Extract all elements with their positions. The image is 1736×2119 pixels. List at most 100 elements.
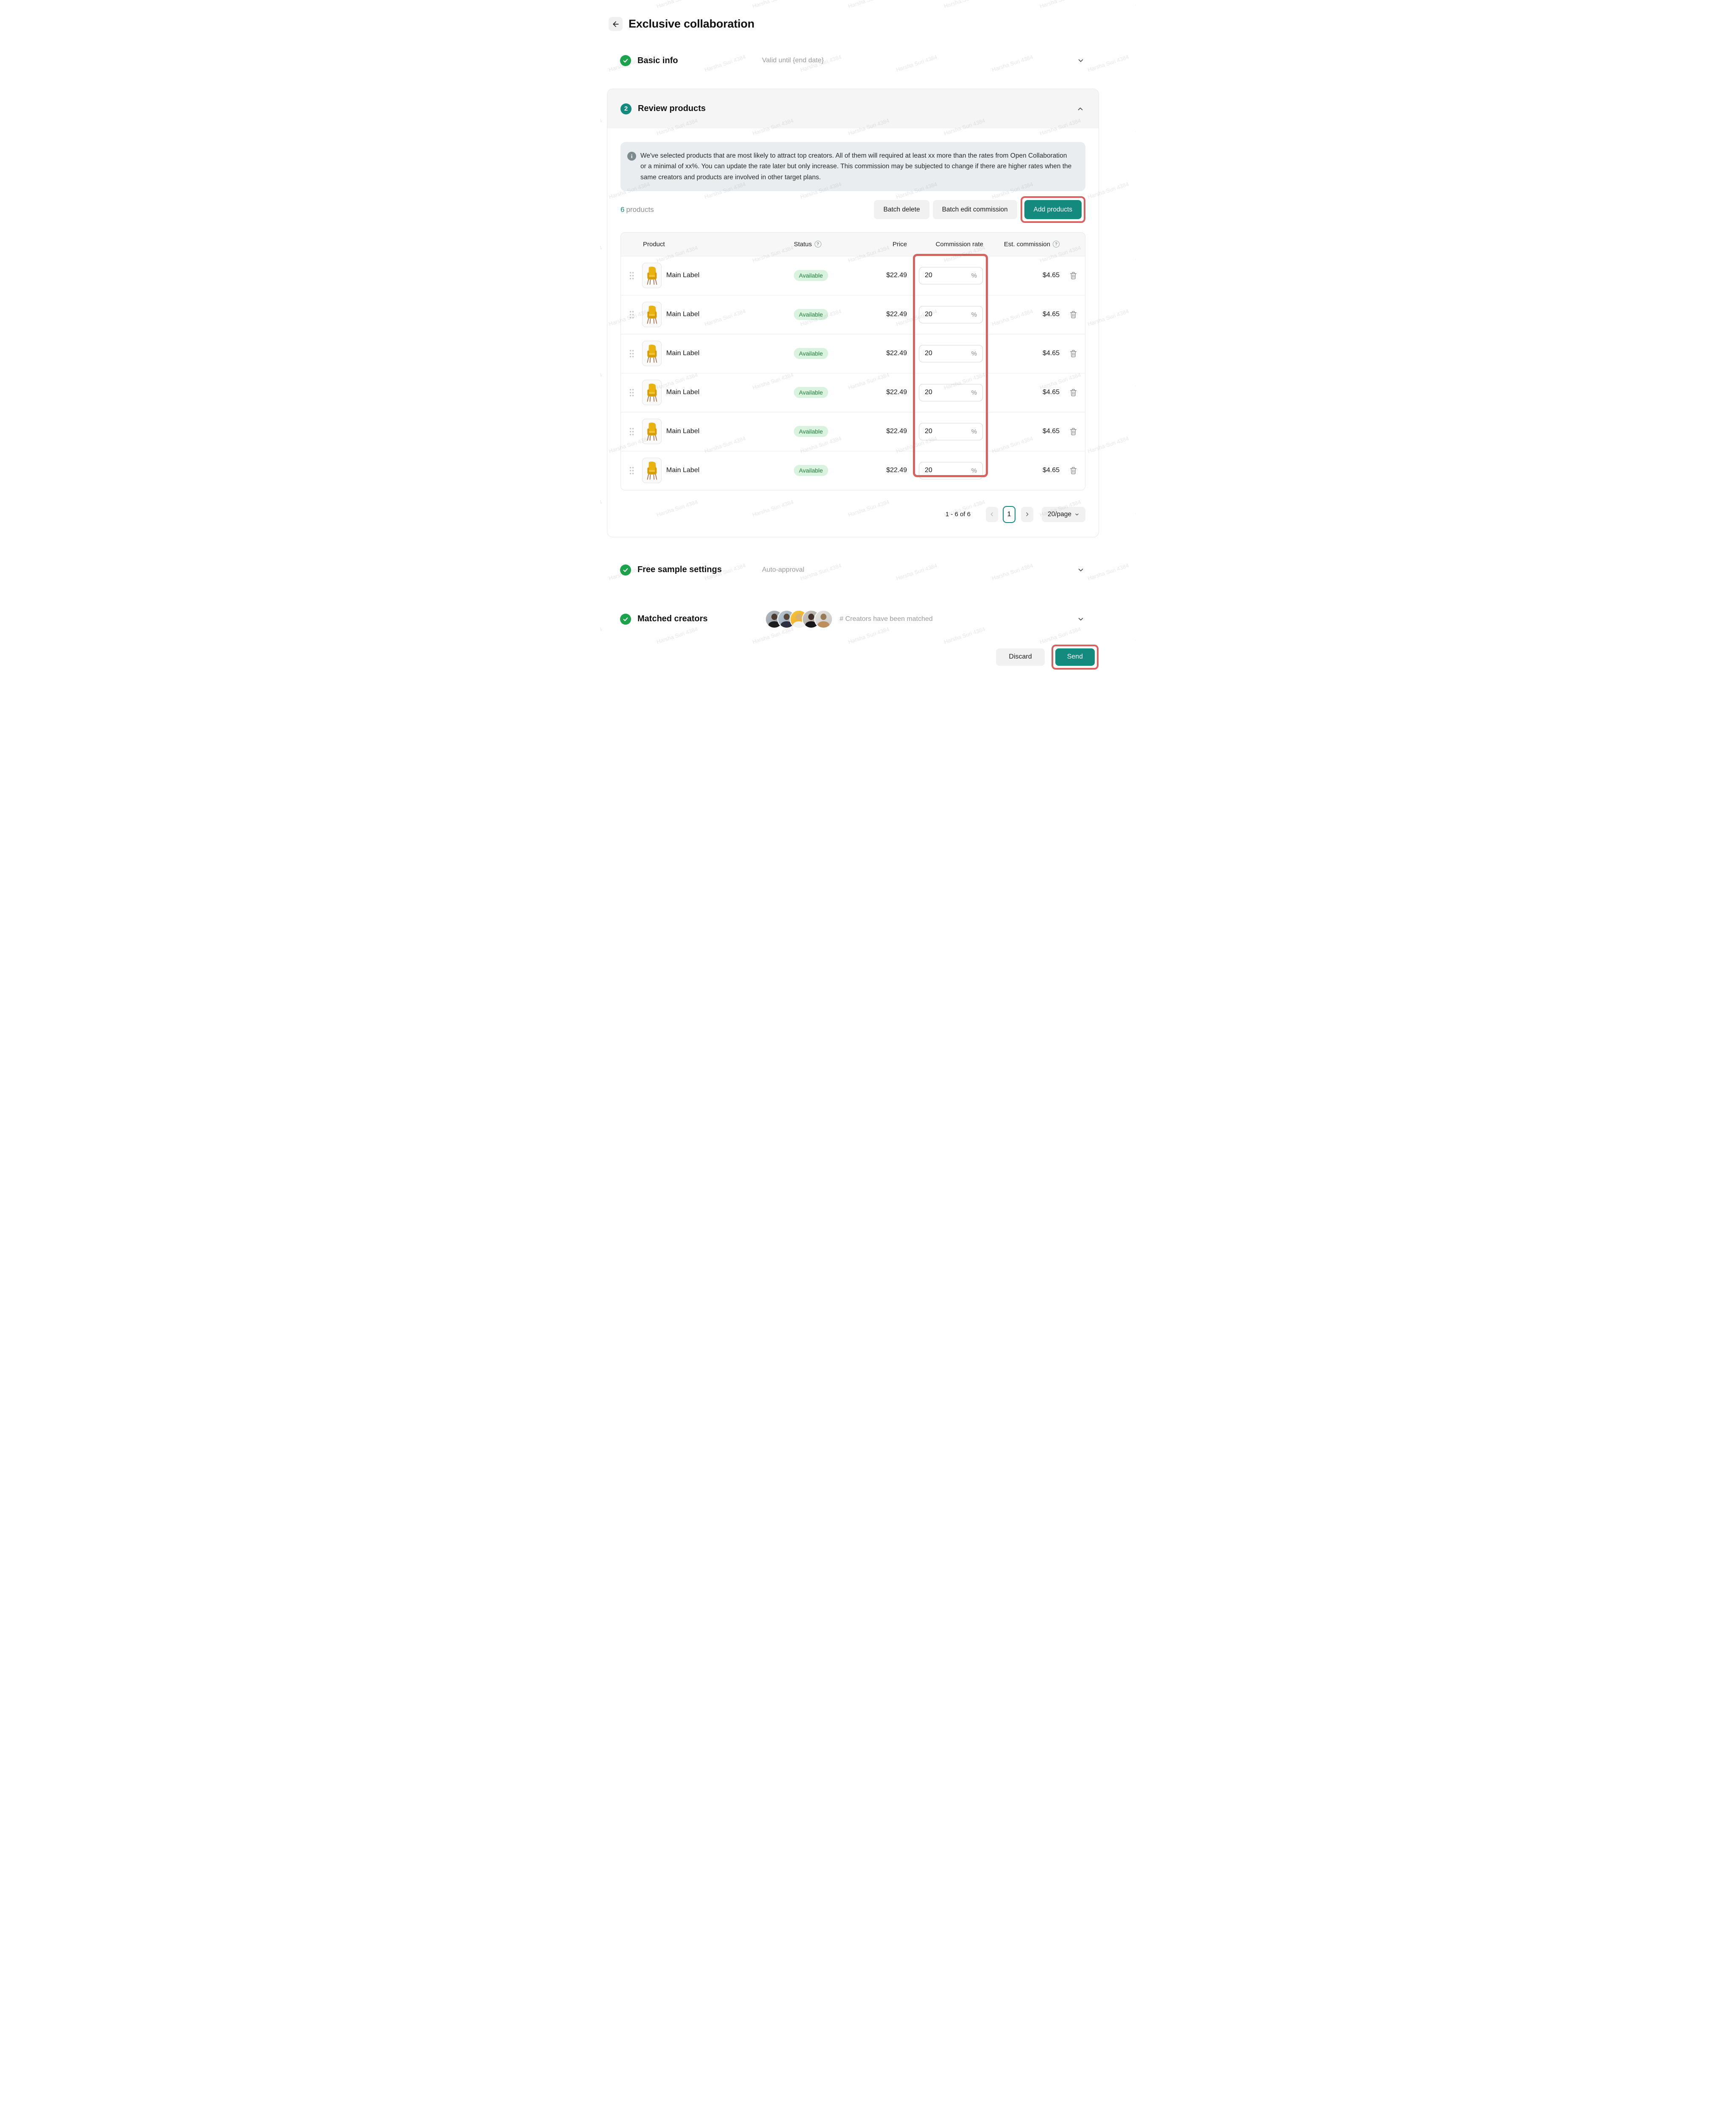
product-name: Main Label — [666, 272, 700, 279]
percent-suffix: % — [971, 311, 977, 318]
status-badge: Available — [794, 348, 828, 359]
send-button[interactable]: Send — [1055, 648, 1095, 666]
commission-rate-input[interactable]: 20 % — [919, 267, 983, 284]
table-row: Main Label Available $22.49 20 % $4.65 — [621, 373, 1085, 412]
table-row: Main Label Available $22.49 20 % $4.65 — [621, 256, 1085, 295]
send-annotation-box: Send — [1051, 644, 1099, 670]
products-count-number: 6 — [620, 205, 625, 214]
creator-avatar — [814, 609, 833, 628]
add-products-annotation-box: Add products — [1020, 196, 1085, 223]
product-price: $22.49 — [886, 467, 907, 474]
product-price: $22.49 — [886, 389, 907, 396]
column-header-price: Price — [892, 240, 907, 248]
commission-rate-input[interactable]: 20 % — [919, 306, 983, 323]
page-size-select[interactable]: 20/page — [1041, 506, 1085, 522]
table-header-row: Product Status ? Price Commission rate E… — [621, 232, 1085, 256]
trash-icon[interactable] — [1070, 311, 1077, 319]
chevron-up-icon[interactable] — [1077, 105, 1084, 113]
product-image — [642, 302, 662, 328]
product-price: $22.49 — [886, 350, 907, 357]
matched-creators-summary: # Creators have been matched — [762, 609, 1077, 628]
trash-icon[interactable] — [1070, 467, 1077, 475]
est-commission-value: $4.65 — [1042, 350, 1060, 357]
drag-handle[interactable] — [621, 272, 642, 280]
table-row: Main Label Available $22.49 20 % $4.65 — [621, 450, 1085, 490]
free-sample-summary: Auto-approval — [762, 566, 804, 573]
commission-rate-input[interactable]: 20 % — [919, 462, 983, 479]
chair-illustration — [647, 267, 657, 285]
pagination-next-button[interactable] — [1021, 506, 1033, 522]
product-image — [642, 380, 662, 406]
commission-rate-value: 20 — [925, 272, 932, 279]
pagination: 1 - 6 of 6 1 20/page — [620, 506, 1085, 523]
discard-button[interactable]: Discard — [996, 648, 1045, 666]
section-basic-info: Basic info Valid until {end date} — [600, 52, 1136, 69]
review-products-header[interactable]: 2 Review products — [607, 89, 1099, 128]
chevron-down-icon — [1074, 512, 1079, 517]
matched-creators-text: # Creators have been matched — [840, 615, 933, 623]
column-header-status-label: Status — [794, 240, 812, 248]
commission-rate-value: 20 — [925, 350, 932, 357]
section-matched-creators: Matched creators # Creators have been ma… — [600, 609, 1136, 629]
product-price: $22.49 — [886, 428, 907, 435]
arrow-left-icon — [612, 20, 620, 28]
est-commission-value: $4.65 — [1042, 428, 1060, 435]
product-image — [642, 341, 662, 367]
chair-illustration — [647, 345, 657, 363]
chevron-down-icon[interactable] — [1077, 615, 1085, 623]
chair-illustration — [647, 462, 657, 480]
pagination-page-1[interactable]: 1 — [1002, 506, 1015, 523]
back-button[interactable] — [609, 17, 623, 31]
info-banner-text: We've selected products that are most li… — [640, 152, 1072, 181]
product-name: Main Label — [666, 467, 700, 474]
chevron-down-icon[interactable] — [1077, 57, 1085, 64]
trash-icon[interactable] — [1070, 350, 1077, 358]
product-image — [642, 263, 662, 289]
page-size-value: 20/page — [1047, 510, 1071, 518]
status-help-icon[interactable]: ? — [814, 241, 821, 248]
trash-icon[interactable] — [1070, 272, 1077, 280]
commission-rate-input[interactable]: 20 % — [919, 423, 983, 440]
chevron-down-icon[interactable] — [1077, 566, 1085, 574]
est-commission-value: $4.65 — [1042, 272, 1060, 279]
free-sample-label: Free sample settings — [637, 565, 722, 575]
drag-handle[interactable] — [621, 428, 642, 436]
trash-icon[interactable] — [1070, 428, 1077, 436]
drag-handle[interactable] — [621, 389, 642, 397]
review-products-body: i We've selected products that are most … — [607, 142, 1099, 537]
check-circle-icon — [620, 564, 631, 576]
batch-delete-button[interactable]: Batch delete — [874, 200, 929, 220]
chair-illustration — [647, 384, 657, 402]
commission-rate-input[interactable]: 20 % — [919, 384, 983, 401]
basic-info-summary: Valid until {end date} — [762, 57, 824, 64]
review-products-label: Review products — [638, 104, 706, 113]
product-price: $22.49 — [886, 272, 907, 279]
products-count: 6 products — [620, 206, 654, 214]
status-badge: Available — [794, 465, 828, 476]
footer-actions: Discard Send — [600, 644, 1136, 679]
app-header: Exclusive collaboration — [600, 0, 1136, 31]
products-toolbar: 6 products Batch delete Batch edit commis… — [620, 196, 1085, 224]
add-products-button[interactable]: Add products — [1024, 200, 1082, 220]
pagination-prev-button[interactable] — [985, 506, 998, 522]
drag-handle[interactable] — [621, 350, 642, 358]
step-2-badge: 2 — [620, 103, 632, 114]
drag-handle[interactable] — [621, 311, 642, 319]
table-row: Main Label Available $22.49 20 % $4.65 — [621, 412, 1085, 451]
product-name: Main Label — [666, 389, 700, 396]
product-image — [642, 458, 662, 484]
info-icon: i — [627, 152, 636, 161]
product-image — [642, 419, 662, 445]
est-commission-value: $4.65 — [1042, 311, 1060, 318]
trash-icon[interactable] — [1070, 389, 1077, 397]
info-banner: i We've selected products that are most … — [620, 142, 1085, 191]
est-commission-help-icon[interactable]: ? — [1053, 241, 1060, 248]
commission-rate-value: 20 — [925, 311, 932, 318]
batch-edit-commission-button[interactable]: Batch edit commission — [932, 200, 1017, 220]
column-header-product: Product — [643, 240, 665, 248]
drag-handle[interactable] — [621, 467, 642, 475]
commission-rate-input[interactable]: 20 % — [919, 345, 983, 362]
percent-suffix: % — [971, 428, 977, 435]
review-products-card: 2 Review products i We've selected produ… — [607, 89, 1099, 537]
pagination-range: 1 - 6 of 6 — [945, 511, 971, 518]
